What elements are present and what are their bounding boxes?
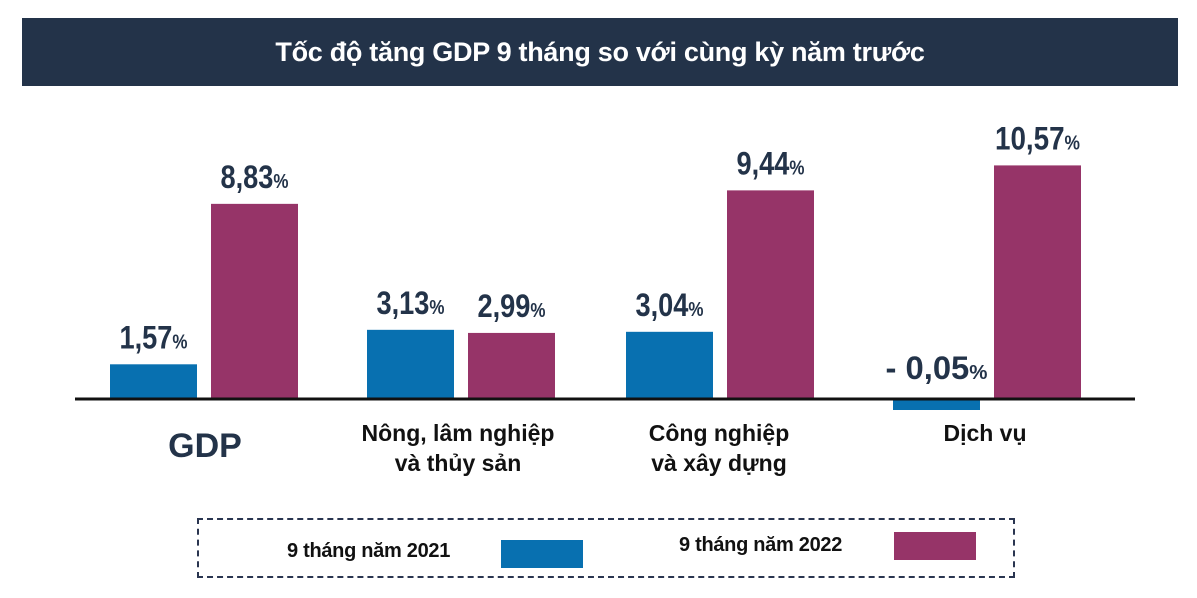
bar-2022-1 bbox=[468, 332, 555, 399]
chart-title: Tốc độ tăng GDP 9 tháng so với cùng kỳ n… bbox=[22, 18, 1178, 86]
category-label: Dịch vụ bbox=[943, 420, 1026, 446]
data-label: - 0,05% bbox=[886, 350, 988, 386]
legend-swatch-2021 bbox=[501, 540, 583, 568]
category-label: Nông, lâm nghiệp và thủy sản bbox=[362, 420, 555, 476]
category-label: Công nghiệp và xây dựng bbox=[649, 420, 790, 476]
legend-label-2022: 9 tháng năm 2022 bbox=[679, 534, 843, 556]
bar-2022-0 bbox=[211, 203, 298, 399]
category-label: GDP bbox=[168, 427, 242, 465]
data-label: 3,04% bbox=[636, 287, 704, 323]
legend-swatch-2022 bbox=[894, 532, 976, 560]
data-label: 3,13% bbox=[377, 285, 445, 321]
bar-2021-1 bbox=[367, 329, 454, 399]
data-label: 1,57% bbox=[120, 319, 188, 355]
data-label: 9,44% bbox=[737, 145, 805, 181]
data-label: 2,99% bbox=[478, 288, 546, 324]
bar-2022-2 bbox=[727, 190, 814, 399]
bar-2021-2 bbox=[626, 331, 713, 399]
bar-2021-0 bbox=[110, 364, 197, 399]
bar-2021-3 bbox=[893, 399, 980, 410]
legend: 9 tháng năm 2021 9 tháng năm 2022 bbox=[197, 518, 1015, 578]
bar-2022-3 bbox=[994, 165, 1081, 399]
data-label: 8,83% bbox=[221, 159, 289, 195]
legend-label-2021: 9 tháng năm 2021 bbox=[287, 540, 451, 562]
data-label: 10,57% bbox=[995, 120, 1080, 156]
